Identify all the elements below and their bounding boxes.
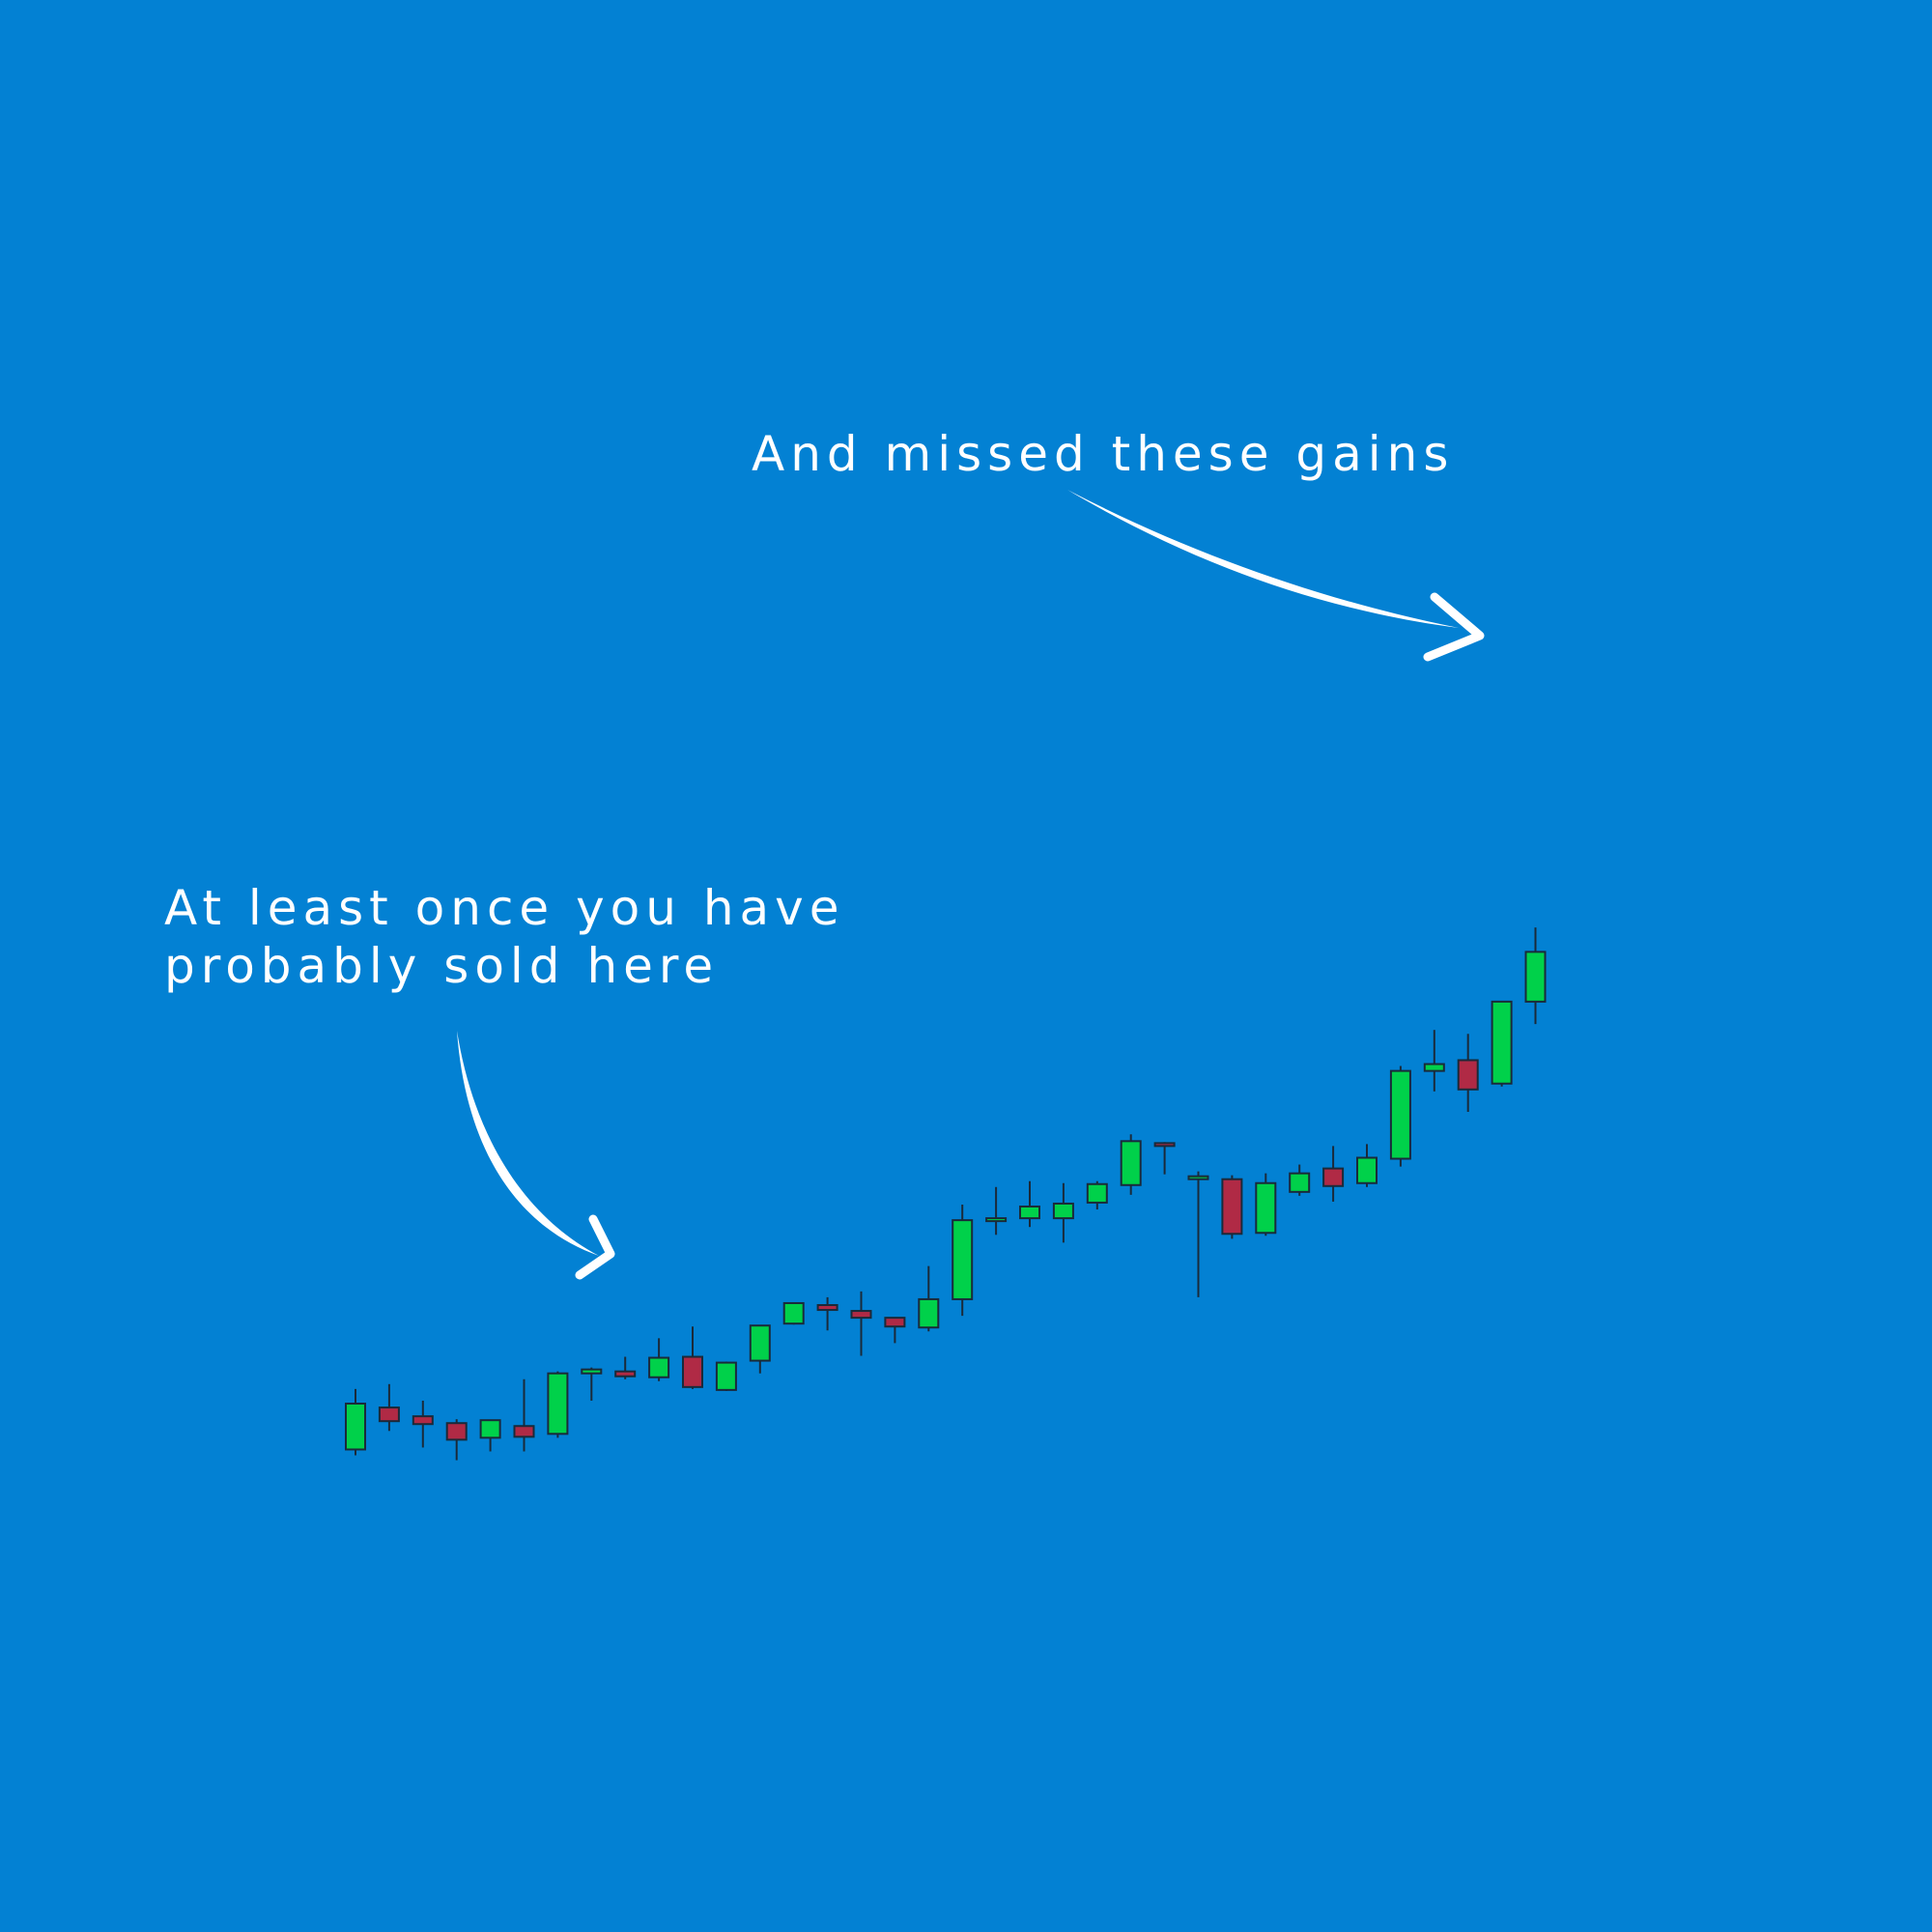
candle-body	[581, 1368, 603, 1375]
candle	[850, 1291, 872, 1356]
candle-body	[850, 1310, 872, 1320]
candle	[445, 1419, 468, 1461]
candle-body	[1457, 1059, 1479, 1091]
candle-body	[1322, 1167, 1345, 1187]
candle	[1019, 1180, 1040, 1228]
candle	[581, 1367, 603, 1401]
candle-body	[918, 1297, 940, 1329]
candle	[547, 1371, 569, 1438]
candle	[479, 1419, 501, 1452]
arrow-to-gains	[1067, 490, 1459, 628]
candle	[715, 1361, 737, 1391]
candle-body	[1187, 1175, 1209, 1180]
candle	[884, 1317, 906, 1344]
candle-body	[1086, 1182, 1108, 1204]
candle-body	[952, 1219, 974, 1300]
annotation-sold: At least once you have probably sold her…	[164, 879, 845, 995]
candle	[378, 1383, 400, 1432]
arrow-to-sold	[457, 1031, 599, 1256]
candle	[1457, 1034, 1479, 1113]
candle-body	[445, 1422, 468, 1441]
candle	[1221, 1175, 1243, 1239]
candle	[682, 1326, 703, 1389]
candle-body	[749, 1324, 771, 1362]
candle	[1423, 1030, 1445, 1092]
arrow-head-sold-icon	[575, 1214, 615, 1280]
candle-body	[1491, 1000, 1513, 1085]
candle	[1491, 1000, 1513, 1087]
candle-body	[816, 1304, 838, 1312]
candle-body	[1052, 1202, 1074, 1220]
candle	[1187, 1171, 1209, 1297]
candle-body	[547, 1372, 569, 1435]
annotation-gains: And missed these gains	[752, 426, 1455, 482]
candle-body	[648, 1356, 670, 1378]
candle-body	[513, 1425, 535, 1438]
candle-body	[1389, 1069, 1411, 1160]
candles-group	[345, 927, 1547, 1461]
candle	[1322, 1146, 1345, 1202]
annotation-arrows	[457, 490, 1485, 1280]
candle	[918, 1265, 940, 1332]
candle	[1153, 1142, 1176, 1175]
candle	[1052, 1182, 1074, 1243]
candle-body	[1356, 1156, 1378, 1184]
candle	[816, 1296, 838, 1331]
candle-body	[782, 1301, 805, 1325]
candle-body	[1289, 1172, 1311, 1193]
candle	[749, 1324, 771, 1374]
candle	[1120, 1134, 1142, 1195]
candle-body	[345, 1403, 366, 1451]
candle-body	[1120, 1140, 1142, 1186]
candle-body	[1221, 1178, 1243, 1236]
candle	[345, 1388, 366, 1456]
candle	[952, 1204, 974, 1317]
candle	[1255, 1173, 1277, 1236]
candle	[513, 1378, 535, 1452]
candle-body	[1153, 1142, 1176, 1148]
candle-body	[985, 1217, 1008, 1223]
candle	[782, 1301, 805, 1325]
candle	[1289, 1164, 1311, 1196]
candle-body	[1019, 1205, 1040, 1220]
candle	[648, 1338, 670, 1381]
candle-body	[378, 1406, 400, 1423]
candle-body	[614, 1370, 637, 1378]
arrow-head-gains-icon	[1423, 592, 1485, 662]
candle-body	[412, 1415, 434, 1426]
candle-body	[479, 1419, 501, 1439]
candle-body	[884, 1317, 906, 1328]
candle	[412, 1400, 434, 1448]
candle-body	[1524, 951, 1547, 1003]
candle	[614, 1356, 637, 1379]
candle-body	[682, 1355, 703, 1388]
candle-body	[1255, 1181, 1277, 1235]
candle-body	[715, 1361, 737, 1391]
annotation-sold-line1: At least once you have	[164, 880, 845, 936]
candle	[1389, 1065, 1411, 1167]
candle	[985, 1186, 1008, 1236]
annotation-sold-line2: probably sold here	[164, 938, 720, 994]
candle	[1356, 1144, 1378, 1187]
candle-body	[1423, 1063, 1445, 1072]
candle	[1086, 1180, 1108, 1210]
candle	[1524, 927, 1547, 1025]
